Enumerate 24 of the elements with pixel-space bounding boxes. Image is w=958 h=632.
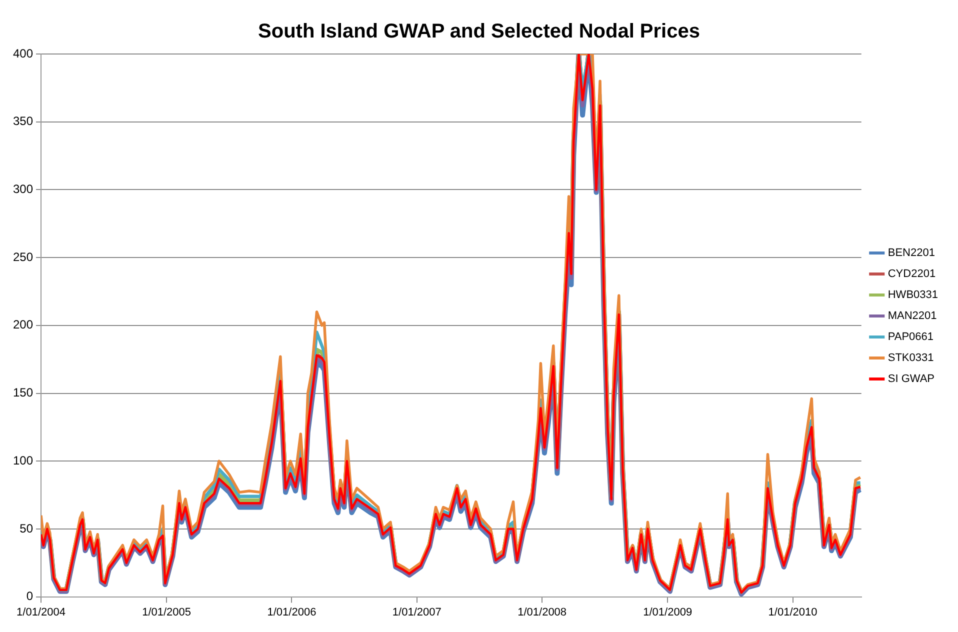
legend-label: BEN2201 bbox=[888, 247, 935, 260]
y-tick-label: 400 bbox=[12, 46, 34, 60]
x-tick-label: 1/01/2006 bbox=[267, 606, 316, 618]
legend-label: SI GWAP bbox=[888, 373, 935, 386]
legend-label: STK0331 bbox=[888, 352, 934, 364]
y-tick-label: 150 bbox=[12, 386, 34, 400]
y-tick-label: 300 bbox=[12, 182, 34, 196]
x-tick-label: 1/01/2004 bbox=[16, 606, 66, 618]
y-tick-label: 0 bbox=[26, 589, 34, 604]
y-tick-label: 100 bbox=[12, 453, 34, 468]
x-tick-label: 1/01/2009 bbox=[643, 606, 692, 618]
x-tick-label: 1/01/2010 bbox=[768, 606, 818, 618]
legend-label: MAN2201 bbox=[888, 310, 937, 322]
legend-label: HWB0331 bbox=[888, 289, 938, 302]
legend-label: PAP0661 bbox=[888, 331, 934, 344]
x-tick-label: 1/01/2008 bbox=[518, 606, 567, 618]
x-tick-label: 1/01/2005 bbox=[142, 606, 192, 618]
y-tick-label: 250 bbox=[12, 250, 34, 264]
legend-label: CYD2201 bbox=[888, 268, 936, 280]
y-tick-label: 350 bbox=[12, 114, 34, 128]
y-tick-label: 50 bbox=[20, 521, 34, 536]
y-tick-label: 200 bbox=[12, 318, 34, 332]
x-tick-label: 1/01/2007 bbox=[392, 606, 442, 618]
chart-title: South Island GWAP and Selected Nodal Prices bbox=[258, 20, 700, 43]
